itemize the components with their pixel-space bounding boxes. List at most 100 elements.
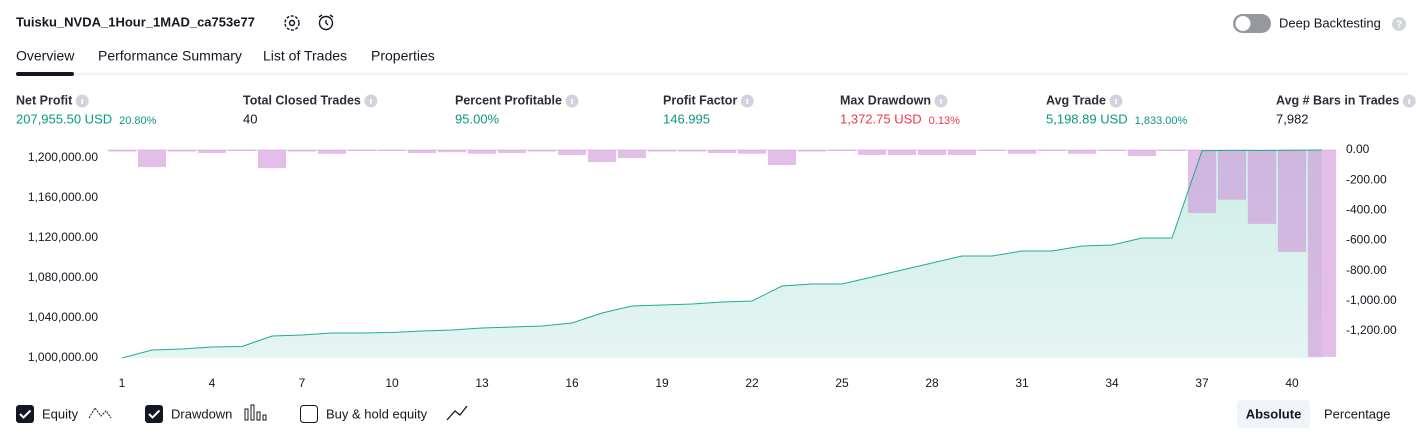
x-tick-label: 13	[475, 376, 489, 390]
drawdown-bar	[797, 150, 827, 152]
info-icon-glyph	[81, 99, 84, 104]
drawdown-bar	[437, 150, 467, 153]
metric-label: Avg Trade	[1046, 93, 1106, 107]
deep-backtesting-label: Deep Backtesting	[1279, 15, 1381, 30]
drawdown-bar	[857, 150, 887, 155]
x-tick-label: 7	[299, 376, 306, 390]
y2-tick-label: -800.00	[1346, 263, 1387, 277]
tab[interactable]: Overview	[16, 48, 75, 64]
drawdown-bar	[407, 150, 437, 154]
tab[interactable]: Properties	[371, 48, 435, 64]
drawdown-bar	[1307, 150, 1337, 357]
drawdown-bar	[917, 150, 947, 155]
info-icon-glyph	[370, 99, 372, 104]
metric-value: 7,982	[1276, 111, 1309, 126]
legend-label[interactable]: Drawdown	[171, 406, 232, 421]
drawdown-bar	[1037, 150, 1067, 151]
drawdown-bar	[257, 150, 287, 169]
x-tick-label: 10	[385, 376, 399, 390]
info-icon-glyph	[1115, 99, 1117, 104]
deep-backtesting-toggle[interactable]	[1233, 14, 1271, 33]
mode-option[interactable]: Percentage	[1324, 406, 1391, 421]
y2-tick-label: -400.00	[1346, 202, 1387, 216]
tab[interactable]: List of Trades	[263, 48, 347, 64]
drawdown-bar	[137, 150, 167, 168]
metric-value: 146.995	[663, 111, 710, 126]
drawdown-bar	[1217, 150, 1247, 200]
drawdown-bar	[167, 150, 197, 152]
drawdown-bar	[107, 150, 137, 152]
drawdown-bar	[977, 150, 1007, 151]
metric-value: 40	[243, 111, 257, 126]
x-tick-label: 37	[1195, 376, 1209, 390]
drawdown-bar	[557, 150, 587, 155]
drawdown-bar	[1127, 150, 1157, 157]
drawdown-bar	[1247, 150, 1277, 224]
metric-value: 5,198.89 USD	[1046, 111, 1128, 126]
metric-sub-value: 0.13%	[929, 115, 960, 127]
drawdown-checkbox[interactable]	[145, 405, 163, 423]
metric-label: Percent Profitable	[455, 93, 562, 107]
y2-tick-label: -1,000.00	[1346, 293, 1397, 307]
buy-hold-checkbox[interactable]	[300, 405, 318, 423]
drawdown-bar	[1067, 150, 1097, 154]
equity-checkbox[interactable]	[16, 405, 34, 423]
x-tick-label: 25	[835, 376, 849, 390]
y2-tick-label: -1,200.00	[1346, 323, 1397, 337]
legend-label[interactable]: Buy & hold equity	[326, 406, 428, 421]
y-tick-label: 1,080,000.00	[28, 270, 98, 284]
drawdown-bar	[497, 150, 527, 154]
drawdown-glyph	[244, 404, 267, 421]
tab[interactable]: Performance Summary	[98, 48, 242, 64]
metric-value: 1,372.75 USD	[840, 111, 922, 126]
drawdown-bar	[467, 150, 497, 154]
alert-icon[interactable]	[318, 14, 334, 31]
drawdown-bar	[587, 150, 617, 163]
info-icon-glyph	[571, 99, 573, 104]
x-tick-label: 28	[925, 376, 939, 390]
drawdown-bar	[1007, 150, 1037, 154]
y-tick-label: 1,120,000.00	[28, 230, 98, 244]
strategy-title: Tuisku_NVDA_1Hour_1MAD_ca753e77	[16, 14, 255, 29]
drawdown-bar	[377, 150, 407, 151]
buy-hold-glyph	[446, 405, 468, 421]
drawdown-bar	[677, 150, 707, 152]
absolute-button[interactable]	[1237, 400, 1310, 428]
metric-label: Net Profit	[16, 93, 73, 107]
x-tick-label: 40	[1285, 376, 1299, 390]
drawdown-bar	[347, 150, 377, 151]
drawdown-bar	[1097, 150, 1127, 151]
x-tick-label: 31	[1015, 376, 1029, 390]
equity-area	[122, 150, 1322, 358]
active-tab-indicator	[16, 72, 74, 76]
metric-sub-value: 1,833.00%	[1135, 115, 1188, 127]
drawdown-bar	[887, 150, 917, 155]
drawdown-bar	[1277, 150, 1307, 252]
metric-value: 207,955.50 USD	[16, 111, 112, 126]
y2-tick-label: 0.00	[1346, 142, 1370, 156]
help-icon[interactable]: ?	[1392, 17, 1406, 31]
metric-label: Total Closed Trades	[243, 93, 361, 107]
drawdown-bar	[827, 150, 857, 151]
y-tick-label: 1,000,000.00	[28, 350, 98, 364]
metric-label: Avg # Bars in Trades	[1276, 93, 1399, 107]
x-tick-label: 22	[745, 376, 759, 390]
drawdown-bar	[197, 150, 227, 154]
drawdown-bar	[317, 150, 347, 154]
y-tick-label: 1,200,000.00	[28, 150, 98, 164]
info-icon-glyph	[940, 99, 942, 104]
mode-option[interactable]: Absolute	[1246, 406, 1302, 421]
x-tick-label: 4	[209, 376, 216, 390]
drawdown-bar	[287, 150, 317, 152]
legend-label[interactable]: Equity	[42, 406, 79, 421]
settings-icon[interactable]	[284, 15, 300, 31]
drawdown-bar	[947, 150, 977, 155]
info-icon-glyph	[746, 99, 749, 104]
drawdown-bar	[617, 150, 647, 158]
metric-label: Max Drawdown	[840, 93, 931, 107]
drawdown-bar	[707, 150, 737, 154]
drawdown-bar	[1157, 150, 1187, 151]
y2-tick-label: -200.00	[1346, 172, 1387, 186]
drawdown-bar	[767, 150, 797, 166]
